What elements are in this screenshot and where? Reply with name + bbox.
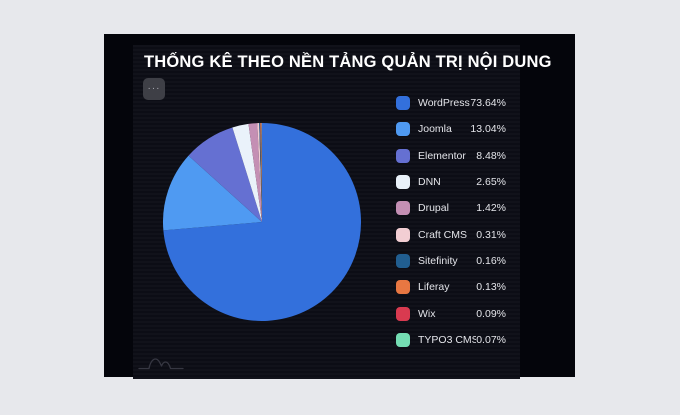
legend-label: WordPress: [418, 97, 470, 110]
legend-item-joomla: Joomla 13.04%: [396, 116, 506, 142]
legend-swatch-icon: [396, 332, 410, 347]
pie-slice-wordpress: [163, 123, 361, 321]
legend-value: 0.13%: [476, 281, 506, 294]
pie-slice-elementor: [188, 127, 262, 222]
legend-item-craft-cms: Craft CMS 0.31%: [396, 221, 506, 247]
pie-chart: [163, 123, 361, 321]
legend-value: 13.04%: [470, 123, 506, 136]
legend-item-wix: Wix 0.09%: [396, 300, 506, 326]
legend-swatch-icon: [396, 280, 410, 295]
legend-value: 1.42%: [476, 202, 506, 215]
legend-swatch-icon: [396, 122, 410, 137]
legend-label: TYPO3 CMS: [418, 333, 477, 346]
legend-swatch-icon: [396, 96, 410, 111]
legend-label: Wix: [418, 307, 436, 320]
legend-value: 0.09%: [476, 307, 506, 320]
legend-item-typo3-cms: TYPO3 CMS 0.07%: [396, 327, 506, 353]
legend-label: DNN: [418, 176, 441, 189]
chart-card: THỐNG KÊ THEO NỀN TẢNG QUẢN TRỊ NỘI DUNG…: [133, 45, 551, 379]
legend-label: Joomla: [418, 123, 452, 136]
legend-item-sitefinity: Sitefinity 0.16%: [396, 248, 506, 274]
legend-item-wordpress: WordPress 73.64%: [396, 90, 506, 116]
legend-value: 0.16%: [476, 254, 506, 267]
legend-item-dnn: DNN 2.65%: [396, 169, 506, 195]
legend-value: 2.65%: [476, 176, 506, 189]
pie-slice-dnn: [232, 123, 262, 222]
legend-value: 0.31%: [476, 228, 506, 241]
legend-label: Craft CMS: [418, 228, 468, 241]
pie-slice-craft-cms: [257, 123, 262, 222]
pie-slice-drupal: [248, 123, 262, 222]
legend-label: Drupal: [418, 202, 449, 215]
more-options-button[interactable]: ···: [143, 78, 165, 100]
legend-label: Sitefinity: [418, 254, 458, 267]
legend-swatch-icon: [396, 201, 410, 216]
legend-item-elementor: Elementor 8.48%: [396, 143, 506, 169]
legend-value: 73.64%: [470, 97, 506, 110]
analytics-panel: THỐNG KÊ THEO NỀN TẢNG QUẢN TRỊ NỘI DUNG…: [104, 34, 575, 379]
legend-swatch-icon: [396, 306, 410, 321]
legend-label: Elementor: [418, 149, 466, 162]
legend-label: Liferay: [418, 281, 450, 294]
legend-swatch-icon: [396, 227, 410, 242]
pie-slice-wix: [261, 123, 262, 222]
chart-legend: WordPress 73.64% Joomla 13.04% Elementor 8.48…: [396, 90, 506, 353]
legend-item-drupal: Drupal 1.42%: [396, 195, 506, 221]
legend-value: 8.48%: [476, 149, 506, 162]
pie-slice-joomla: [163, 155, 262, 231]
mountains-logo-icon: [138, 358, 184, 370]
chart-title: THỐNG KÊ THEO NỀN TẢNG QUẢN TRỊ NỘI DUNG: [144, 53, 552, 71]
pie-slice-liferay: [260, 123, 262, 222]
legend-item-liferay: Liferay 0.13%: [396, 274, 506, 300]
pie-slice-sitefinity: [259, 123, 262, 222]
legend-swatch-icon: [396, 148, 410, 163]
legend-swatch-icon: [396, 175, 410, 190]
legend-swatch-icon: [396, 253, 410, 268]
legend-value: 0.07%: [476, 333, 506, 346]
